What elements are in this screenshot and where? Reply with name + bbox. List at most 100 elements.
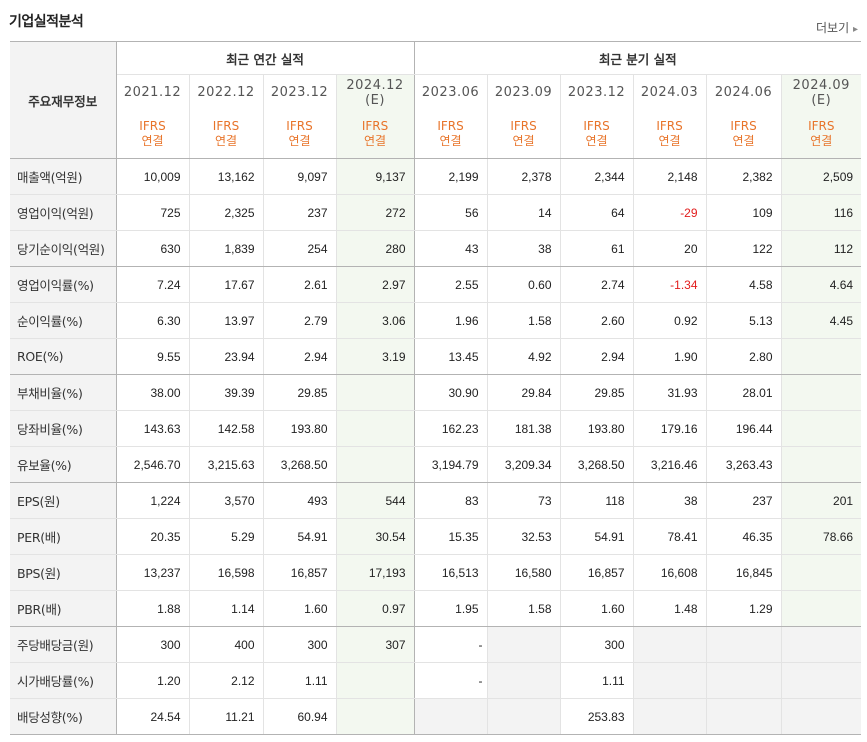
table-cell: 280 <box>335 230 415 267</box>
financial-table: 주요재무정보 최근 연간 실적 최근 분기 실적 2021.12 2022.12 2… <box>10 41 862 735</box>
table-cell <box>486 626 561 663</box>
basis-standard: IFRS <box>583 119 610 133</box>
table-cell: 13.45 <box>413 338 488 375</box>
table-cell <box>486 662 561 699</box>
basis-standard: IFRS <box>139 119 166 133</box>
table-cell: 73 <box>486 482 561 519</box>
period-label: 2023.06 <box>421 85 480 100</box>
basis-consolidation: 연결 <box>732 134 755 148</box>
basis-consolidation: 연결 <box>585 134 608 148</box>
table-cell: 2.94 <box>262 338 336 375</box>
table-cell: 13,162 <box>188 158 263 195</box>
basis-consolidation: 연결 <box>658 134 681 148</box>
table-cell <box>780 590 862 627</box>
row-label: PBR(배) <box>10 590 117 627</box>
table-row: BPS(원) 13,237 16,598 16,857 17,193 16,513 16,5… <box>10 554 862 591</box>
table-cell: 112 <box>780 230 862 267</box>
basis-standard: IFRS <box>656 119 683 133</box>
table-row: 영업이익률(%) 7.24 17.67 2.61 2.97 2.55 0.60 2.74 -1.… <box>10 266 862 303</box>
table-cell: 23.94 <box>188 338 263 375</box>
table-cell: 2.60 <box>559 302 634 339</box>
table-cell: - <box>413 662 488 699</box>
table-cell: 9,097 <box>262 158 336 195</box>
row-label: 부채비율(%) <box>10 374 117 411</box>
basis-header: IFRS 연결 <box>559 110 634 159</box>
table-cell: 201 <box>780 482 862 519</box>
estimate-marker: (E) <box>811 92 832 108</box>
period-header: 2022.12 <box>188 74 263 110</box>
basis-standard: IFRS <box>730 119 757 133</box>
quarter-group-header: 최근 분기 실적 <box>413 41 862 75</box>
table-cell: 2.79 <box>262 302 336 339</box>
table-cell: 272 <box>335 194 415 231</box>
period-label: 2024.12 <box>346 77 404 93</box>
period-header: 2024.06 <box>705 74 782 110</box>
table-cell: 5.13 <box>705 302 782 339</box>
basis-standard: IFRS <box>286 119 313 133</box>
table-row: PBR(배) 1.88 1.14 1.60 0.97 1.95 1.58 1.60 1.48 1.… <box>10 590 862 627</box>
table-cell: 2,148 <box>632 158 707 195</box>
basis-standard: IFRS <box>361 119 389 133</box>
table-cell: 24.54 <box>116 698 189 735</box>
table-cell: 2,344 <box>559 158 634 195</box>
row-label: 당좌비율(%) <box>10 410 117 447</box>
table-row: 순이익률(%) 6.30 13.97 2.79 3.06 1.96 1.58 2.60 0.92… <box>10 302 862 339</box>
row-label: EPS(원) <box>10 482 117 519</box>
table-cell: 3,194.79 <box>413 446 488 483</box>
table-cell: 2.74 <box>559 266 634 303</box>
table-cell: 1.58 <box>486 590 561 627</box>
basis-consolidation: 연결 <box>214 134 238 148</box>
table-cell: 179.16 <box>632 410 707 447</box>
table-cell: 1.60 <box>559 590 634 627</box>
table-cell: 29.85 <box>559 374 634 411</box>
table-row: EPS(원) 1,224 3,570 493 544 83 73 118 38 237 201 <box>10 482 862 519</box>
table-cell: 16,513 <box>413 554 488 591</box>
table-cell: 1.58 <box>486 302 561 339</box>
table-cell: 2,382 <box>705 158 782 195</box>
table-cell: 60.94 <box>262 698 336 735</box>
table-cell: 1,839 <box>188 230 263 267</box>
table-cell: 4.64 <box>780 266 862 303</box>
table-cell: 38 <box>486 230 561 267</box>
table-cell: 16,608 <box>632 554 707 591</box>
row-label: PER(배) <box>10 518 117 555</box>
basis-header: IFRS 연결 <box>262 110 336 159</box>
row-label: 유보율(%) <box>10 446 117 483</box>
table-cell: 2.94 <box>559 338 634 375</box>
table-cell: 1.48 <box>632 590 707 627</box>
table-row: 당기순이익(억원) 630 1,839 254 280 43 38 61 20 122 112 <box>10 230 862 267</box>
table-cell: 2,325 <box>188 194 263 231</box>
period-header: 2024.12 (E) <box>335 74 415 110</box>
table-row: PER(배) 20.35 5.29 54.91 30.54 15.35 32.53 54.91… <box>10 518 862 555</box>
table-row: 당좌비율(%) 143.63 142.58 193.80 162.23 181.38 193… <box>10 410 862 447</box>
table-cell <box>335 446 415 483</box>
table-cell: 1.95 <box>413 590 488 627</box>
table-cell: 1.96 <box>413 302 488 339</box>
table-cell: 16,857 <box>559 554 634 591</box>
table-cell: 20 <box>632 230 707 267</box>
period-label: 2024.06 <box>714 85 773 100</box>
period-header: 2023.12 <box>559 74 634 110</box>
table-row: 매출액(억원) 10,009 13,162 9,097 9,137 2,199 2,378 2… <box>10 158 862 195</box>
table-cell: 7.24 <box>116 266 189 303</box>
row-label: 영업이익(억원) <box>10 194 117 231</box>
table-cell: 0.92 <box>632 302 707 339</box>
table-cell: 1,224 <box>116 482 189 519</box>
row-label: BPS(원) <box>10 554 117 591</box>
table-cell: 29.85 <box>262 374 336 411</box>
table-cell <box>413 698 488 735</box>
basis-header: IFRS 연결 <box>780 110 862 159</box>
table-row: 시가배당률(%) 1.20 2.12 1.11-1.11 <box>10 662 862 699</box>
table-cell <box>780 338 862 375</box>
table-row: 주당배당금(원) 300 400 300 307-300 <box>10 626 862 663</box>
table-cell: 39.39 <box>188 374 263 411</box>
table-row: 유보율(%) 2,546.70 3,215.63 3,268.50 3,194.79 3,… <box>10 446 862 483</box>
table-cell: 1.88 <box>116 590 189 627</box>
table-cell: 15.35 <box>413 518 488 555</box>
table-cell: 2,509 <box>780 158 862 195</box>
table-cell: 64 <box>559 194 634 231</box>
table-cell: 4.45 <box>780 302 862 339</box>
table-cell: 2,546.70 <box>116 446 189 483</box>
more-link[interactable]: 더보기 ▸ <box>816 19 858 36</box>
table-cell: 2.55 <box>413 266 488 303</box>
